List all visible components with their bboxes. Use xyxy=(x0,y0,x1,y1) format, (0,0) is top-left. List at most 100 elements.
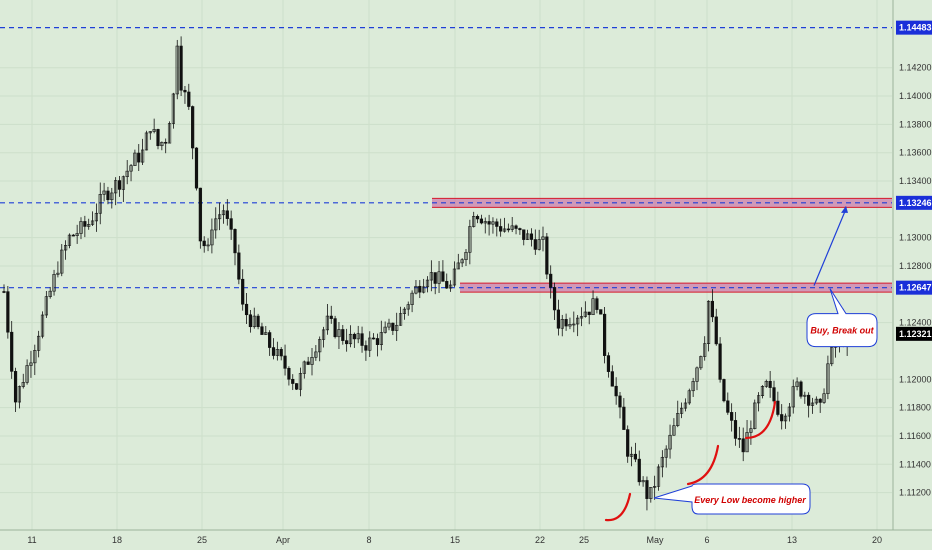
candle-body xyxy=(291,378,295,384)
candle-body xyxy=(368,337,372,351)
candle-body xyxy=(807,394,811,406)
candle-body xyxy=(726,400,730,413)
candle-body xyxy=(75,233,79,236)
candle-body xyxy=(637,458,641,483)
candle-body xyxy=(398,313,403,326)
candle-body xyxy=(414,285,418,294)
candle-body xyxy=(572,323,576,326)
candle-body xyxy=(187,91,191,107)
candle-body xyxy=(649,487,653,499)
candle-body xyxy=(629,453,634,457)
candle-body xyxy=(87,224,91,227)
candle-body xyxy=(753,402,757,429)
candle-body xyxy=(337,329,341,338)
candle-body xyxy=(25,365,29,383)
candle-body xyxy=(560,319,564,329)
candle-body xyxy=(626,429,630,457)
candle-body xyxy=(714,316,718,345)
annotations: Buy, Break out Every Low become higher xyxy=(604,205,878,522)
candle-body xyxy=(749,428,753,433)
candle-body xyxy=(198,187,202,242)
candle-body xyxy=(237,252,241,280)
candle-body xyxy=(587,311,591,316)
candle-body xyxy=(787,406,791,417)
candle-body xyxy=(256,315,260,328)
candle-body xyxy=(121,176,125,190)
candle-body xyxy=(472,216,476,227)
candle-body xyxy=(175,45,179,95)
candle-body xyxy=(391,322,395,331)
candle-body xyxy=(29,362,33,366)
candle-body xyxy=(2,291,6,293)
candle-body xyxy=(433,272,437,284)
candle-body xyxy=(525,233,530,240)
candle-body xyxy=(822,393,826,403)
candle-body xyxy=(183,89,187,93)
candle-body xyxy=(60,249,64,274)
candle-body xyxy=(487,221,491,225)
candle-body xyxy=(148,131,152,134)
callout-buy-box xyxy=(806,288,878,348)
candle-body xyxy=(40,314,45,337)
candle-body xyxy=(314,351,318,358)
candle-body xyxy=(94,212,98,222)
candle-body xyxy=(668,434,672,450)
candle-body xyxy=(518,228,522,231)
candle-body xyxy=(514,225,518,229)
candle-body xyxy=(533,239,537,250)
candle-body xyxy=(422,286,426,293)
time-tick-label: 8 xyxy=(366,535,371,545)
time-tick-label: 6 xyxy=(704,535,709,545)
candle-body xyxy=(202,240,206,247)
price-tick-label: 1.13400 xyxy=(899,176,932,186)
candle-body xyxy=(117,180,122,190)
candle-body xyxy=(218,214,222,220)
time-tick-label: 15 xyxy=(450,535,460,545)
candle-body xyxy=(383,326,387,333)
price-tick-label: 1.12800 xyxy=(899,261,932,271)
time-tick-label: 22 xyxy=(535,535,545,545)
candle-body xyxy=(602,313,607,356)
candle-body xyxy=(21,382,25,387)
candle-body xyxy=(275,349,279,356)
resistance-zones xyxy=(432,197,892,293)
candle-body xyxy=(529,233,534,240)
candle-body xyxy=(814,398,818,404)
candle-body xyxy=(760,386,765,396)
candle-body xyxy=(783,415,788,422)
candle-body xyxy=(179,45,183,91)
candle-body xyxy=(144,132,149,151)
candle-body xyxy=(722,379,726,402)
candle-body xyxy=(79,221,83,234)
candle-body xyxy=(737,438,741,440)
candle-body xyxy=(48,290,52,297)
candle-body xyxy=(44,296,48,316)
candle-body xyxy=(114,180,118,194)
candle-body xyxy=(429,272,433,281)
price-tick-label: 1.11200 xyxy=(899,488,931,498)
time-tick-label: 13 xyxy=(787,535,797,545)
candle-body xyxy=(622,406,626,430)
candle-body xyxy=(799,381,803,397)
candle-body xyxy=(703,343,707,357)
candle-body xyxy=(156,129,160,147)
candle-body xyxy=(656,466,661,487)
callout-lows-box xyxy=(653,483,811,515)
candle-body xyxy=(468,226,472,253)
candle-body xyxy=(483,221,487,224)
candle-body xyxy=(795,381,799,387)
candle-body xyxy=(310,357,314,365)
candle-body xyxy=(17,386,22,403)
candle-body xyxy=(653,486,657,488)
candle-body xyxy=(479,218,484,224)
candle-body xyxy=(614,385,618,397)
candle-body xyxy=(318,339,322,353)
candle-body xyxy=(452,268,457,286)
candle-body xyxy=(437,271,441,284)
time-tick-label: Apr xyxy=(276,535,290,545)
candle-body xyxy=(818,398,822,403)
candle-body xyxy=(283,355,287,369)
price-tick-label: 1.11400 xyxy=(899,459,931,469)
candle-body xyxy=(271,347,276,356)
